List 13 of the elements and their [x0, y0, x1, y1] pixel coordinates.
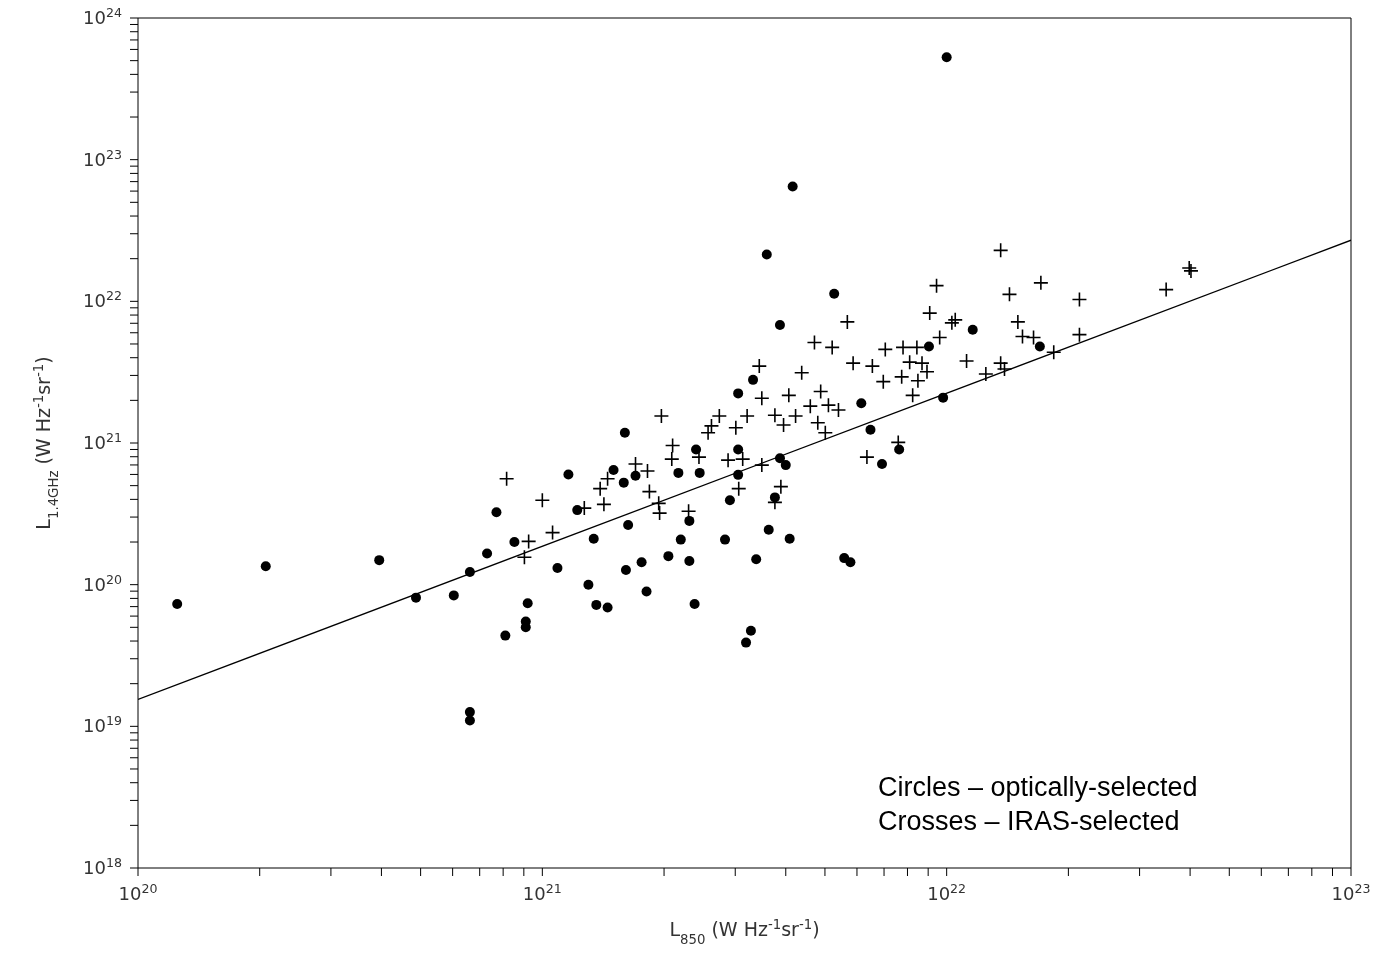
y-tick-label: 10$^{19}$ [83, 712, 122, 737]
y-tick-label: 10$^{22}$ [83, 287, 122, 312]
y-tick-label: 10$^{18}$ [83, 854, 122, 878]
x-axis-title: L$_{850}$ (W Hz$^{-1}$sr$^{-1}$) [669, 916, 820, 947]
y-tick-label: 10$^{23}$ [83, 146, 122, 170]
x-tick-label: 10$^{23}$ [1331, 880, 1371, 904]
x-tick-label: 10$^{20}$ [118, 880, 158, 904]
y-tick-label: 10$^{20}$ [83, 571, 122, 595]
x-tick-label: 10$^{21}$ [522, 880, 562, 904]
y-tick-label: 10$^{21}$ [83, 429, 122, 453]
annotation: Circles – optically-selected [878, 771, 1198, 804]
x-tick-label: 10$^{22}$ [927, 880, 967, 904]
annotation: Crosses – IRAS-selected [878, 805, 1181, 838]
